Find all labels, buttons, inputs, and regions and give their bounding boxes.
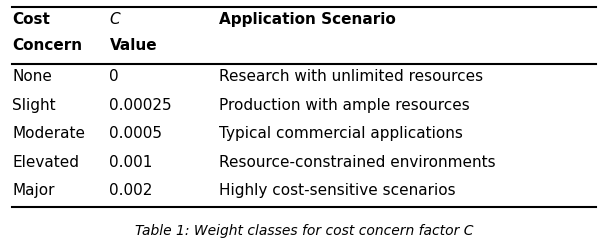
Text: Slight: Slight [12, 98, 56, 113]
Text: Moderate: Moderate [12, 126, 85, 141]
Text: Highly cost-sensitive scenarios: Highly cost-sensitive scenarios [219, 183, 455, 198]
Text: 0.001: 0.001 [109, 155, 153, 170]
Text: Value: Value [109, 38, 157, 53]
Text: Elevated: Elevated [12, 155, 79, 170]
Text: Production with ample resources: Production with ample resources [219, 98, 469, 113]
Text: None: None [12, 69, 52, 84]
Text: C: C [109, 12, 120, 27]
Text: Resource-constrained environments: Resource-constrained environments [219, 155, 496, 170]
Text: 0.00025: 0.00025 [109, 98, 172, 113]
Text: Application Scenario: Application Scenario [219, 12, 396, 27]
Text: 0: 0 [109, 69, 119, 84]
Text: 0.0005: 0.0005 [109, 126, 162, 141]
Text: 0.002: 0.002 [109, 183, 153, 198]
Text: Research with unlimited resources: Research with unlimited resources [219, 69, 483, 84]
Text: Concern: Concern [12, 38, 82, 53]
Text: Cost: Cost [12, 12, 50, 27]
Text: Major: Major [12, 183, 55, 198]
Text: Typical commercial applications: Typical commercial applications [219, 126, 463, 141]
Text: Table 1: Weight classes for cost concern factor C: Table 1: Weight classes for cost concern… [135, 224, 473, 238]
